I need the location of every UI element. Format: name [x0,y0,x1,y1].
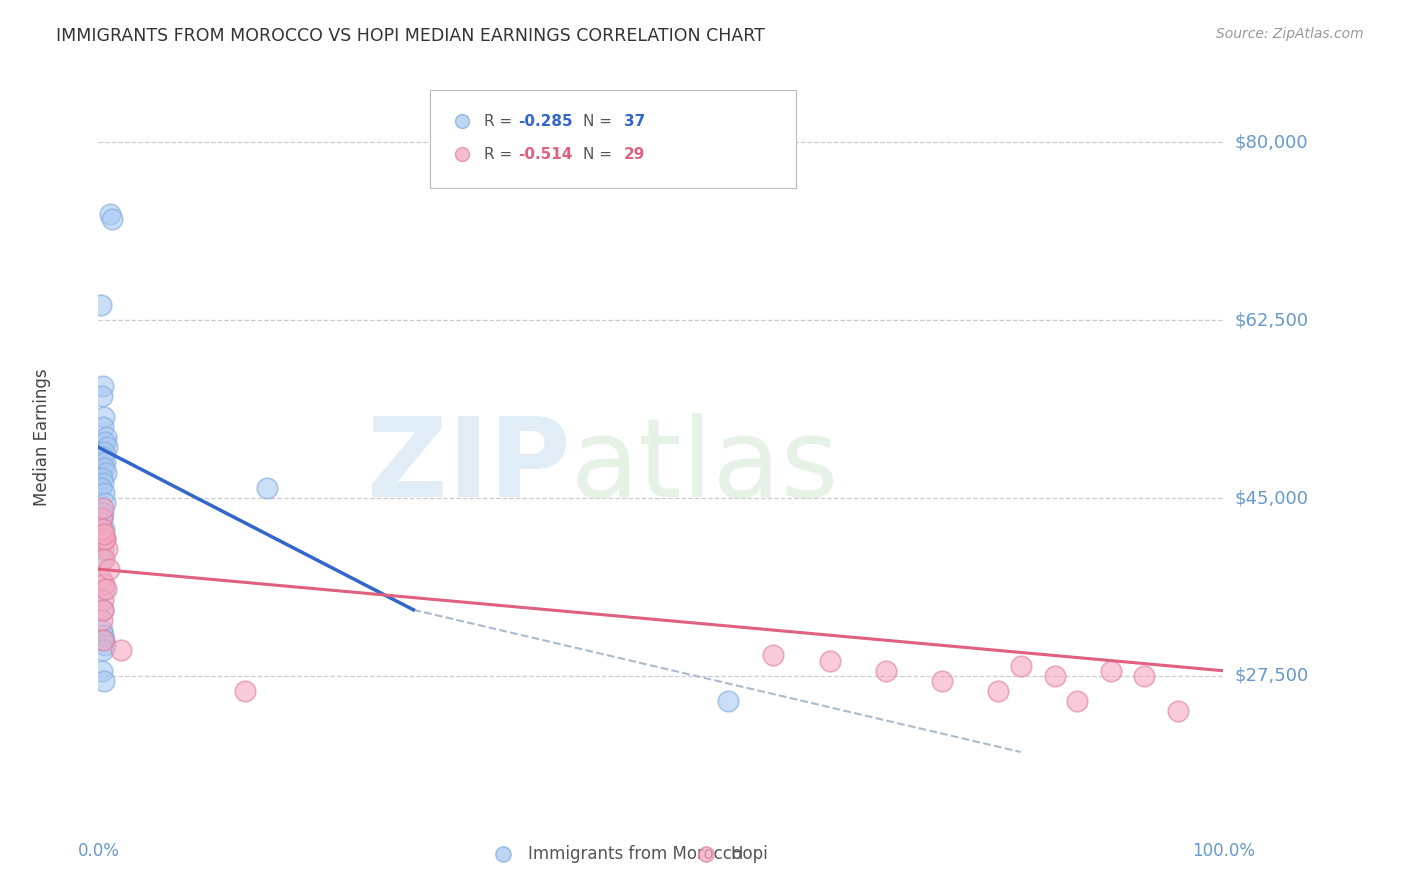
Point [90,471,112,485]
Text: $80,000: $80,000 [1234,134,1308,152]
Point [233,684,256,698]
Point [90,511,112,525]
Text: Hopi: Hopi [731,845,768,863]
Point [96,466,118,480]
Point [94,532,117,546]
FancyBboxPatch shape [430,90,796,188]
Point [96,430,118,444]
Point [1043,669,1066,683]
Text: Immigrants from Morocco: Immigrants from Morocco [529,845,742,863]
Text: IMMIGRANTS FROM MOROCCO VS HOPI MEDIAN EARNINGS CORRELATION CHART: IMMIGRANTS FROM MOROCCO VS HOPI MEDIAN E… [56,27,765,45]
Point [256,481,278,495]
Point [94,455,117,469]
Point [93,577,115,591]
Point [91,643,114,657]
Point [96,582,118,597]
Point [96,541,118,556]
Point [91,475,114,490]
Point [90,481,112,495]
Text: atlas: atlas [571,413,839,520]
Point [93,582,115,597]
Point [1010,658,1032,673]
Point [93,486,115,500]
Point [101,211,124,226]
Point [93,526,115,541]
Point [98,206,121,220]
Point [91,420,114,434]
Point [94,532,117,546]
Point [96,440,118,454]
Point [91,379,114,393]
Point [93,460,115,475]
Point [90,664,112,678]
Text: $62,500: $62,500 [1234,311,1309,329]
Text: N =: N = [583,113,617,128]
Point [91,633,114,648]
Point [90,552,112,566]
Point [91,450,114,465]
Text: R =: R = [484,113,517,128]
Point [91,603,114,617]
Point [717,694,740,708]
Point [93,445,115,459]
Point [94,435,117,450]
Point [875,664,897,678]
Point [94,638,117,652]
Point [987,684,1010,698]
Point [90,572,112,586]
Point [91,541,114,556]
Point [90,298,112,312]
Point [93,409,115,424]
Point [93,673,115,688]
Text: 37: 37 [624,113,645,128]
Point [90,511,112,525]
Text: R =: R = [484,146,517,161]
Point [762,648,785,663]
Point [97,562,120,576]
Text: -0.285: -0.285 [517,113,572,128]
Point [818,654,841,668]
Text: N =: N = [583,146,617,161]
Text: 0.0%: 0.0% [77,842,120,860]
Point [110,643,132,657]
Point [1066,694,1088,708]
Point [93,633,115,648]
Point [1099,664,1122,678]
Point [91,603,114,617]
Text: Median Earnings: Median Earnings [34,368,51,506]
Point [90,623,112,637]
Text: 100.0%: 100.0% [1192,842,1254,860]
Point [94,496,117,510]
Text: -0.514: -0.514 [517,146,572,161]
Point [1167,705,1189,719]
Point [1133,669,1156,683]
Text: Source: ZipAtlas.com: Source: ZipAtlas.com [1216,27,1364,41]
Point [90,389,112,403]
Text: $27,500: $27,500 [1234,667,1309,685]
Point [90,613,112,627]
Point [91,506,114,520]
Point [931,673,953,688]
Text: ZIP: ZIP [367,413,571,520]
Point [91,501,114,516]
Point [91,592,114,607]
Point [93,521,115,535]
Point [93,552,115,566]
Point [91,628,114,642]
Point [90,521,112,535]
Point [90,516,112,531]
Text: 29: 29 [624,146,645,161]
Text: $45,000: $45,000 [1234,489,1309,507]
